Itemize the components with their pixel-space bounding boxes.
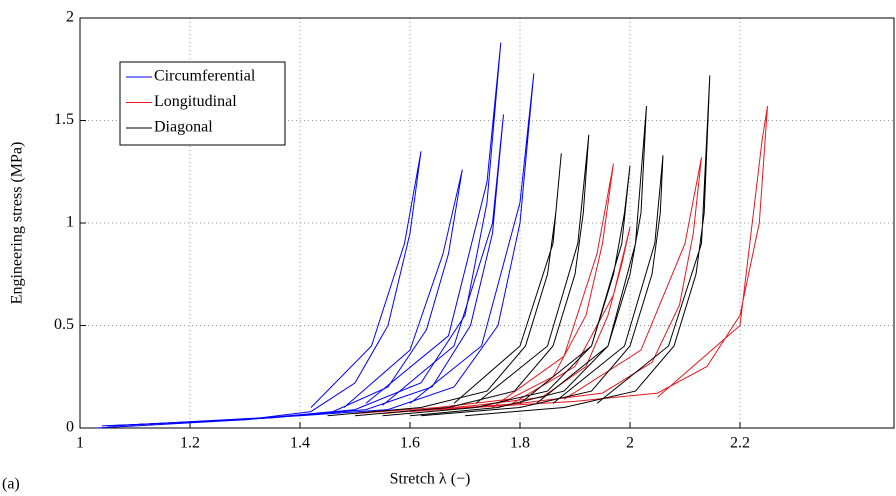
x-tick-label: 1.6	[400, 435, 420, 452]
x-tick-label: 2.2	[730, 435, 750, 452]
x-tick-label: 1.2	[180, 435, 200, 452]
legend-label: Circumferential	[154, 68, 256, 85]
curve	[382, 165, 631, 417]
y-tick-label: 0.5	[54, 316, 74, 333]
curve	[382, 226, 631, 415]
y-tick-label: 1	[66, 214, 74, 231]
x-tick-label: 2	[626, 435, 634, 452]
curve	[409, 106, 647, 417]
y-tick-label: 2	[66, 9, 74, 26]
curve	[354, 134, 590, 417]
x-tick-label: 1.8	[510, 435, 530, 452]
curve	[409, 157, 702, 413]
x-tick-label: 1	[76, 435, 84, 452]
curve	[327, 153, 562, 417]
y-tick-label: 1.5	[54, 111, 74, 128]
curve	[420, 155, 664, 417]
curve	[107, 114, 504, 427]
curve	[437, 106, 768, 411]
y-axis-label: Engineering stress (MPa)	[9, 142, 26, 305]
curve	[354, 163, 614, 415]
y-tick-label: 0	[66, 419, 74, 436]
curve	[464, 75, 711, 417]
legend-box	[119, 61, 286, 146]
legend-label: Longitudinal	[154, 93, 237, 110]
legend-label: Diagonal	[154, 119, 213, 136]
curve	[112, 73, 535, 427]
curve	[96, 151, 422, 429]
x-axis-label: Stretch λ (−)	[390, 471, 471, 488]
curve	[101, 169, 463, 427]
x-tick-label: 1.4	[290, 435, 310, 452]
panel-label: (a)	[2, 476, 20, 493]
plot-frame	[79, 17, 895, 429]
